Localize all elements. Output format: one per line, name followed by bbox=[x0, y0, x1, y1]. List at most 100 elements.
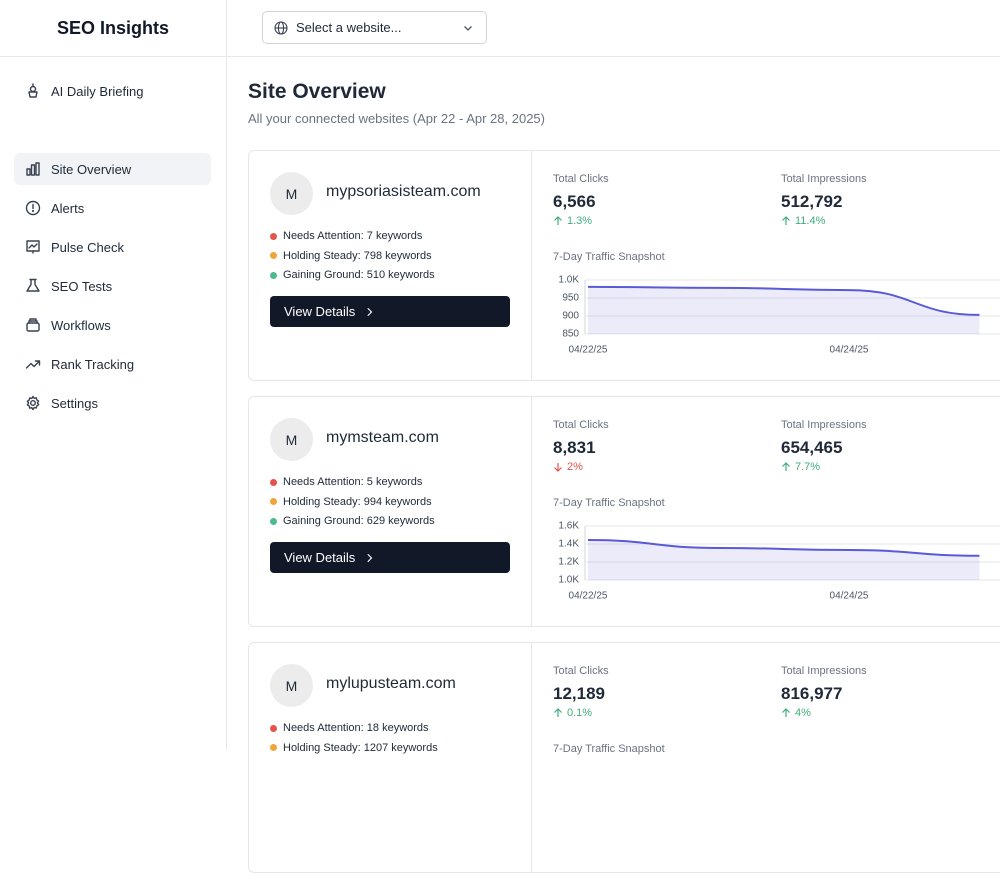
keyword-label: Needs Attention: 7 keywords bbox=[283, 230, 423, 242]
status-dot bbox=[270, 724, 277, 732]
metric-label: Total Clicks bbox=[553, 419, 609, 431]
area-fill bbox=[588, 540, 980, 580]
nav-item[interactable]: Workflows bbox=[14, 309, 211, 341]
change-value: 2% bbox=[567, 461, 583, 473]
card-divider bbox=[531, 151, 532, 380]
top-bar: Select a website... bbox=[227, 0, 1000, 57]
nav-item[interactable]: Alerts bbox=[14, 192, 211, 224]
metric-change: 1.3% bbox=[553, 215, 592, 227]
page-title: Site Overview bbox=[248, 80, 386, 103]
change-value: 11.4% bbox=[795, 215, 826, 227]
metric-change: 11.4% bbox=[781, 215, 825, 227]
x-tick-label: 04/24/25 bbox=[830, 345, 869, 356]
keyword-label: Holding Steady: 994 keywords bbox=[283, 495, 432, 508]
metric-label: Total Impressions bbox=[781, 173, 867, 185]
nav-icon bbox=[26, 240, 40, 254]
change-value: 4% bbox=[795, 707, 811, 719]
metric-change: 0.1% bbox=[553, 707, 592, 719]
app-title: SEO Insights bbox=[0, 0, 226, 57]
chart-title: 7-Day Traffic Snapshot bbox=[553, 743, 665, 755]
view-details-button[interactable]: View Details bbox=[270, 296, 510, 327]
keyword-label: Gaining Ground: 629 keywords bbox=[283, 515, 435, 527]
nav-label: Pulse Check bbox=[51, 239, 124, 255]
y-tick-label: 850 bbox=[562, 329, 579, 340]
site-avatar: M bbox=[270, 664, 313, 707]
status-dot bbox=[270, 271, 277, 279]
nav-icon bbox=[26, 278, 40, 292]
keyword-row: Gaining Ground: 510 keywords bbox=[270, 268, 435, 282]
y-tick-label: 1.0K bbox=[558, 575, 579, 586]
keyword-row: Needs Attention: 7 keywords bbox=[270, 229, 422, 243]
button-label: View Details bbox=[284, 304, 356, 319]
keyword-row: Needs Attention: 5 keywords bbox=[270, 475, 422, 489]
keyword-row: Holding Steady: 994 keywords bbox=[270, 495, 432, 509]
change-value: 1.3% bbox=[567, 215, 593, 227]
keyword-row: Holding Steady: 1207 keywords bbox=[270, 741, 438, 755]
nav-label: SEO Tests bbox=[51, 278, 113, 294]
metric-value: 8,831 bbox=[553, 438, 596, 457]
status-dot bbox=[270, 252, 277, 259]
change-arrow bbox=[782, 708, 790, 717]
y-tick-label: 1.6K bbox=[558, 521, 579, 532]
y-tick-label: 1.0K bbox=[558, 275, 579, 286]
traffic-line bbox=[587, 539, 980, 557]
nav-item[interactable]: SEO Tests bbox=[14, 270, 211, 302]
keyword-row: Holding Steady: 798 keywords bbox=[270, 249, 432, 263]
metric-value: 512,792 bbox=[781, 192, 843, 211]
change-value: 0.1% bbox=[567, 707, 593, 719]
nav-item[interactable]: Rank Tracking bbox=[14, 348, 211, 380]
nav-icon bbox=[28, 83, 38, 98]
metric-label: Total Impressions bbox=[781, 665, 867, 677]
metric-value: 816,977 bbox=[781, 684, 843, 703]
y-tick-label: 1.2K bbox=[558, 557, 579, 568]
select-placeholder: Select a website... bbox=[296, 20, 402, 35]
sidebar: SEO Insights AI Daily Briefing Site Overv… bbox=[0, 0, 227, 750]
metric-change: 7.7% bbox=[781, 461, 820, 473]
status-dot bbox=[270, 517, 277, 525]
website-select[interactable]: Select a website... bbox=[262, 11, 487, 44]
nav-item[interactable]: Site Overview bbox=[14, 153, 211, 185]
nav-item[interactable]: Settings bbox=[14, 387, 211, 419]
nav-label: Rank Tracking bbox=[51, 356, 135, 372]
nav-item[interactable]: Pulse Check bbox=[14, 231, 211, 263]
chevron-right bbox=[367, 307, 373, 316]
y-tick-label: 900 bbox=[562, 311, 579, 322]
site-avatar: M bbox=[270, 418, 313, 461]
keyword-label: Needs Attention: 18 keywords bbox=[283, 722, 429, 734]
change-arrow bbox=[782, 216, 790, 225]
metric-label: Total Clicks bbox=[553, 665, 609, 677]
change-value: 7.7% bbox=[795, 461, 821, 473]
status-dot bbox=[270, 478, 277, 486]
keyword-label: Needs Attention: 5 keywords bbox=[283, 476, 423, 488]
nav-icon bbox=[26, 318, 40, 332]
metric-change: 2% bbox=[553, 461, 583, 473]
change-arrow bbox=[782, 462, 790, 471]
metric-value: 12,189 bbox=[553, 684, 605, 703]
change-arrow bbox=[554, 216, 562, 225]
metric-change: 4% bbox=[781, 707, 811, 719]
keyword-row: Gaining Ground: 629 keywords bbox=[270, 514, 435, 528]
metric-value: 654,465 bbox=[781, 438, 843, 457]
metric-label: Total Clicks bbox=[553, 173, 609, 185]
chart-title: 7-Day Traffic Snapshot bbox=[553, 251, 665, 263]
keyword-row: Needs Attention: 18 keywords bbox=[270, 721, 429, 735]
chevron-right bbox=[367, 553, 373, 562]
y-tick-label: 950 bbox=[562, 293, 579, 304]
nav-icon bbox=[25, 360, 41, 369]
traffic-line bbox=[587, 285, 980, 316]
y-tick-label: 1.4K bbox=[558, 539, 579, 550]
nav-icon bbox=[26, 162, 40, 176]
view-details-button[interactable]: View Details bbox=[270, 542, 510, 573]
traffic-chart: 1.0K 1.2K 1.4K 1.6K 04/22/25 04/24/25 bbox=[558, 521, 1000, 602]
status-dot bbox=[270, 232, 277, 240]
globe-icon bbox=[274, 20, 288, 35]
nav-item[interactable]: AI Daily Briefing bbox=[14, 75, 211, 107]
change-arrow bbox=[554, 708, 562, 717]
nav-label: Site Overview bbox=[51, 161, 132, 177]
nav-icon bbox=[26, 395, 40, 411]
traffic-chart: 850 900 950 1.0K 04/22/25 04/24/25 bbox=[558, 275, 1000, 356]
